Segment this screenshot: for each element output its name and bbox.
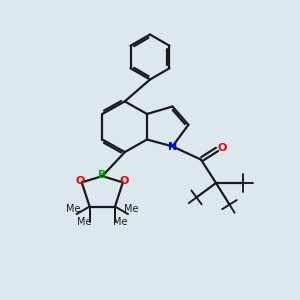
Text: Me: Me (113, 217, 127, 227)
Text: N: N (169, 142, 178, 152)
Text: Me: Me (124, 204, 139, 214)
Text: Me: Me (77, 217, 92, 227)
Text: O: O (217, 143, 227, 153)
Text: Me: Me (66, 204, 80, 214)
Text: B: B (98, 170, 106, 180)
Text: O: O (120, 176, 129, 186)
Text: O: O (76, 176, 85, 186)
